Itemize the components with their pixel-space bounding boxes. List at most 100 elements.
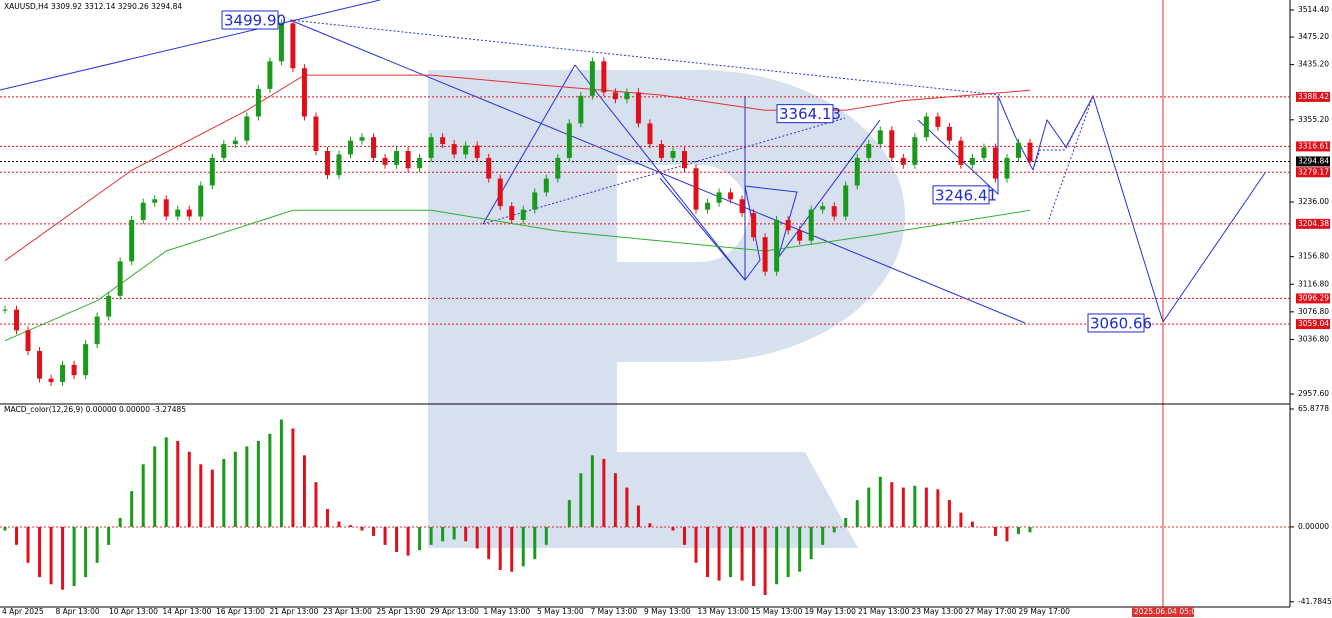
macd-bar — [636, 505, 640, 527]
y-tick-label: 3076.80 — [1298, 307, 1329, 316]
macd-bar — [579, 473, 583, 527]
candle — [290, 23, 296, 69]
annotation-box — [1087, 313, 1145, 333]
x-tick-label: 23 May 13:00 — [912, 607, 964, 616]
candle — [843, 185, 849, 217]
candle — [992, 147, 998, 179]
macd-bar — [325, 509, 329, 527]
level-label: 3316.61 — [1298, 141, 1329, 150]
macd-bar — [233, 451, 237, 527]
candle — [267, 61, 273, 89]
macd-bar — [153, 446, 157, 527]
x-tick-label: 27 May 17:00 — [965, 607, 1017, 616]
macd-bar — [947, 500, 951, 527]
x-tick-label: 4 Apr 2025 — [2, 607, 44, 616]
candle — [324, 150, 330, 176]
level-tag — [1296, 167, 1330, 178]
level-tag — [1296, 156, 1330, 167]
macd-bar — [3, 526, 7, 531]
macd-bar — [279, 419, 283, 527]
macd-bar — [625, 487, 629, 527]
candle — [221, 144, 227, 158]
y-tick-label: 3475.20 — [1298, 32, 1329, 41]
macd-bar — [291, 428, 295, 527]
x-tick-label: 13 May 13:00 — [698, 607, 750, 616]
macd-bar — [740, 526, 744, 581]
candle — [359, 137, 365, 141]
annotation: 3246.41 — [935, 186, 997, 204]
candle — [866, 144, 872, 158]
annotation: 3499.90 — [224, 12, 286, 30]
candle — [486, 157, 492, 179]
macd-bar — [729, 526, 733, 578]
x-tick-label: 29 Apr 13:00 — [430, 607, 479, 616]
candle — [175, 209, 181, 217]
y-tick-label: 3514.40 — [1298, 5, 1329, 14]
macd-bar — [418, 526, 422, 551]
candle — [209, 157, 215, 186]
level-label: 3388.42 — [1298, 92, 1329, 101]
macd-bar — [694, 526, 698, 563]
candle — [129, 219, 135, 262]
candle — [670, 150, 676, 158]
candle — [900, 157, 906, 165]
macd-bar — [809, 526, 813, 560]
level-tag — [1296, 319, 1330, 330]
candle — [255, 88, 261, 117]
candle — [451, 144, 457, 155]
macd-bar — [752, 526, 756, 587]
candle — [647, 123, 653, 145]
macd-bar — [475, 526, 479, 549]
candle — [48, 378, 54, 383]
candle — [935, 116, 941, 127]
candle — [509, 206, 515, 220]
macd-bar — [222, 458, 226, 527]
macd-bar — [648, 523, 652, 527]
candle — [244, 116, 250, 141]
level-label: 3204.38 — [1298, 219, 1329, 228]
macd-bar — [671, 526, 675, 531]
candle — [278, 23, 284, 62]
candle — [532, 192, 538, 210]
candle — [774, 219, 780, 272]
macd-bar — [360, 526, 364, 531]
x-tick-label: 14 Apr 13:00 — [163, 607, 212, 616]
level-label: 3294.84 — [1298, 156, 1329, 165]
annotation: 3364.13 — [779, 105, 841, 123]
level-tag — [1296, 141, 1330, 152]
macd-bar — [15, 526, 19, 545]
candle — [440, 137, 446, 145]
candle — [555, 157, 561, 179]
candle — [336, 154, 342, 176]
macd-bar — [924, 487, 928, 527]
candle — [1015, 142, 1021, 158]
candle — [60, 364, 66, 383]
macd-bar — [383, 526, 387, 545]
candle — [140, 202, 146, 220]
forecast-date: 2025.06.04 05:00 — [1134, 607, 1201, 616]
level-label: 3096.29 — [1298, 293, 1329, 302]
candle — [797, 230, 803, 241]
macd-bar — [959, 512, 963, 527]
x-tick-label: 15 May 13:00 — [751, 607, 803, 616]
macd-bar — [832, 526, 836, 533]
macd-bar — [878, 476, 882, 527]
macd-bar — [844, 517, 848, 527]
macd-bar — [256, 440, 260, 527]
candle — [831, 206, 837, 217]
macd-bar — [118, 517, 122, 527]
x-tick-label: 21 May 13:00 — [858, 607, 910, 616]
candle — [301, 68, 307, 117]
y-tick-label: 2957.60 — [1298, 389, 1329, 398]
macd-bar — [176, 440, 180, 527]
macd-bar — [429, 526, 433, 545]
macd-bar — [982, 526, 986, 528]
candle — [958, 140, 964, 165]
candle — [681, 150, 687, 169]
x-tick-label: 16 Apr 13:00 — [216, 607, 265, 616]
macd-bar — [544, 526, 548, 545]
y-tick-label: 3236.00 — [1298, 197, 1329, 206]
x-tick-label: 25 Apr 13:00 — [377, 607, 426, 616]
macd-bar — [61, 526, 65, 590]
